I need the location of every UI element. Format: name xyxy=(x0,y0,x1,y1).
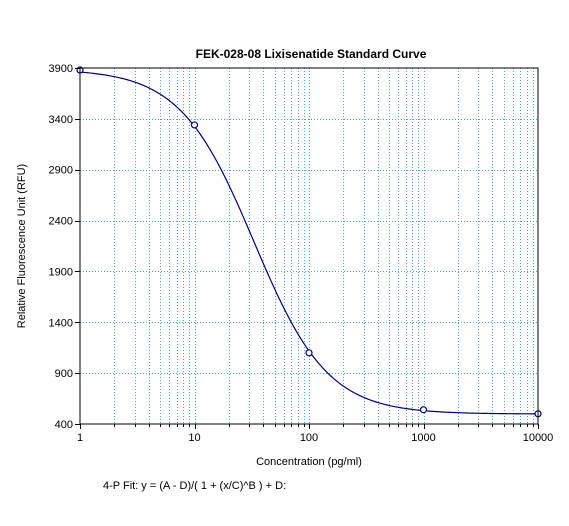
fit-equation: 4-P Fit: y = (A - D)/( 1 + (x/C)^B ) + D… xyxy=(103,480,287,492)
y-tick-label: 3900 xyxy=(49,63,73,75)
data-point xyxy=(419,406,428,414)
y-tick-label: 1900 xyxy=(49,266,73,278)
y-tick-label: 1400 xyxy=(49,317,73,329)
y-tick-label: 900 xyxy=(55,368,73,380)
y-tick-label: 2400 xyxy=(49,216,73,228)
y-tick-label: 400 xyxy=(55,419,73,431)
y-axis-label: Relative Fluorescence Unit (RFU) xyxy=(16,164,28,328)
y-axis-ticks: 400 900 1400 1900 2400 2900 3400 3900 xyxy=(49,63,80,431)
y-tick-label: 3400 xyxy=(49,114,73,126)
x-axis-ticks: 1 10 100 1000 10000 xyxy=(77,424,553,444)
x-tick-label: 10 xyxy=(188,432,200,444)
y-tick-label: 2900 xyxy=(49,165,73,177)
data-point xyxy=(190,121,199,129)
chart-title: FEK-028-08 Lixisenatide Standard Curve xyxy=(196,47,427,61)
x-tick-label: 10000 xyxy=(523,432,554,444)
x-axis-label: Concentration (pg/ml) xyxy=(256,456,362,468)
x-tick-label: 1000 xyxy=(411,432,435,444)
x-tick-label: 1 xyxy=(77,432,83,444)
grid-lines xyxy=(80,68,538,424)
x-tick-label: 100 xyxy=(300,432,318,444)
data-point xyxy=(305,349,313,357)
